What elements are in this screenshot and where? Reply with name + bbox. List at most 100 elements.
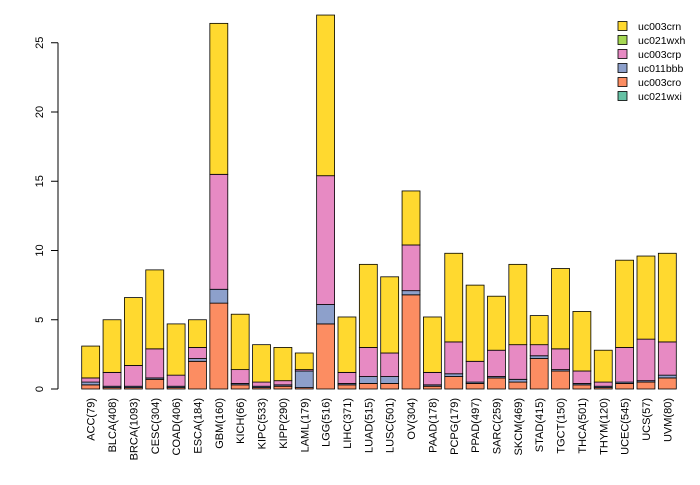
bar-segment-uc003crp	[188, 347, 207, 359]
bar-segment-uc003cro	[615, 383, 634, 390]
x-category-label: THCA(501)	[577, 398, 589, 454]
x-category-label: LUAD(515)	[363, 398, 375, 453]
bar-segment-uc003cro	[188, 360, 207, 390]
bar-segment-uc003cro	[529, 358, 549, 390]
x-category-label: KICH(66)	[235, 398, 247, 444]
bar-segment-uc003crn	[294, 352, 314, 371]
bar-segment-uc003cro	[337, 384, 357, 390]
x-category-label: SKCM(469)	[513, 398, 525, 455]
bar-segment-uc003crp	[593, 381, 613, 387]
x-category-label: PPAD(497)	[470, 398, 482, 453]
x-category-label: STAD(415)	[534, 398, 546, 452]
bar-segment-uc003crp	[657, 341, 677, 376]
legend-label: uc003cro	[638, 77, 681, 89]
bar-segment-uc003crp	[508, 344, 528, 380]
bar-segment-uc011bbb	[529, 355, 549, 359]
bar-segment-uc003crp	[166, 374, 186, 387]
legend-swatch-uc011bbb	[617, 63, 628, 73]
bar-segment-uc011bbb	[444, 373, 464, 377]
bar-segment-uc003crp	[487, 349, 506, 377]
bar-segment-uc003crn	[657, 252, 677, 343]
bar-segment-uc003cro	[572, 384, 592, 390]
bar-segment-uc011bbb	[508, 378, 528, 383]
bar-segment-uc003cro	[230, 384, 250, 390]
bar-segment-uc011bbb	[358, 376, 378, 384]
bar-segment-uc011bbb	[401, 290, 421, 296]
bar-segment-uc003crn	[102, 319, 122, 373]
x-category-label: SARC(259)	[491, 398, 503, 454]
bar-segment-uc003crn	[81, 345, 101, 379]
bar-segment-uc003crn	[124, 297, 143, 366]
bar-segment-uc011bbb	[209, 288, 229, 304]
bar-segment-uc003crn	[444, 252, 464, 343]
bar-segment-uc003cro	[487, 377, 506, 390]
bar-segment-uc003crp	[81, 377, 101, 383]
bar-segment-uc003crp	[358, 347, 378, 377]
legend-swatch-uc003cro	[617, 77, 628, 87]
x-category-label: LAML(179)	[299, 398, 311, 452]
y-tick-label: 25	[34, 37, 46, 49]
bar-segment-uc003crp	[209, 173, 229, 290]
y-tick-label: 10	[34, 244, 46, 256]
x-category-label: ACC(79)	[86, 398, 98, 441]
bar-segment-uc003crn	[529, 315, 549, 346]
bar-segment-uc003crn	[636, 255, 656, 340]
bar-segment-uc003cro	[145, 378, 165, 390]
bar-segment-uc003crp	[230, 369, 250, 384]
legend-label: uc003crp	[638, 49, 681, 61]
x-category-label: UCS(57)	[641, 398, 653, 441]
bar-segment-uc011bbb	[657, 374, 677, 379]
bar-segment-uc003crn	[273, 347, 293, 382]
bar-segment-uc003crp	[529, 344, 549, 357]
x-category-label: CESC(304)	[150, 398, 162, 454]
bar-segment-uc003crn	[551, 268, 570, 350]
bar-segment-uc003crn	[358, 263, 378, 348]
y-tick-label: 15	[34, 175, 46, 187]
bar-segment-uc003crn	[380, 276, 400, 354]
bar-segment-uc003crp	[124, 365, 143, 387]
bar-segment-uc003cro	[273, 385, 293, 390]
bar-segment-uc011bbb	[188, 358, 207, 362]
x-category-label: BLCA(408)	[107, 398, 119, 452]
bar-segment-uc003cro	[444, 376, 464, 390]
bar-segment-uc003crp	[102, 371, 122, 387]
bar-segment-uc003crn	[230, 313, 250, 371]
legend-label: uc021wxi	[638, 91, 682, 103]
bar-segment-uc003crn	[209, 22, 229, 175]
x-category-label: LGG(516)	[321, 398, 333, 447]
bar-segment-uc003crn	[465, 284, 485, 362]
bar-segment-uc003cro	[423, 385, 442, 390]
x-category-label: COAD(406)	[171, 398, 183, 455]
bar-segment-uc011bbb	[81, 381, 101, 386]
bar-segment-uc003crp	[273, 380, 293, 386]
legend-label: uc011bbb	[638, 63, 684, 75]
legend-label: uc021wxh	[638, 35, 685, 47]
bar-segment-uc003crn	[572, 311, 592, 372]
y-tick-label: 5	[34, 317, 46, 323]
x-category-label: TGCT(150)	[556, 398, 568, 454]
legend-swatch-uc003crp	[617, 49, 628, 59]
bar-segment-uc003crn	[615, 259, 634, 348]
x-category-label: GBM(160)	[214, 398, 226, 449]
bar-segment-uc003crp	[572, 370, 592, 384]
bar-segment-uc003crn	[487, 295, 506, 351]
bar-segment-uc003crp	[551, 348, 570, 371]
bar-segment-uc003cro	[81, 384, 101, 390]
bar-segment-uc011bbb	[294, 370, 314, 389]
x-category-label: OV(304)	[406, 398, 418, 440]
bar-segment-uc003crp	[145, 348, 165, 379]
bar-segment-uc003crn	[316, 14, 335, 177]
bar-segment-uc003cro	[209, 302, 229, 390]
bar-segment-uc003crn	[401, 190, 421, 246]
x-category-label: KIPP(290)	[278, 398, 290, 449]
legend-swatch-uc003crn	[617, 21, 628, 31]
bar-segment-uc003crp	[252, 381, 271, 387]
bar-segment-uc003crp	[615, 347, 634, 383]
x-category-label: PAAD(178)	[427, 398, 439, 453]
x-category-label: UCEC(545)	[620, 398, 632, 455]
y-tick-label: 20	[34, 106, 46, 118]
bar-segment-uc011bbb	[316, 304, 335, 325]
bar-segment-uc003cro	[508, 381, 528, 390]
bar-segment-uc003crp	[423, 371, 442, 386]
bar-segment-uc003cro	[551, 370, 570, 390]
